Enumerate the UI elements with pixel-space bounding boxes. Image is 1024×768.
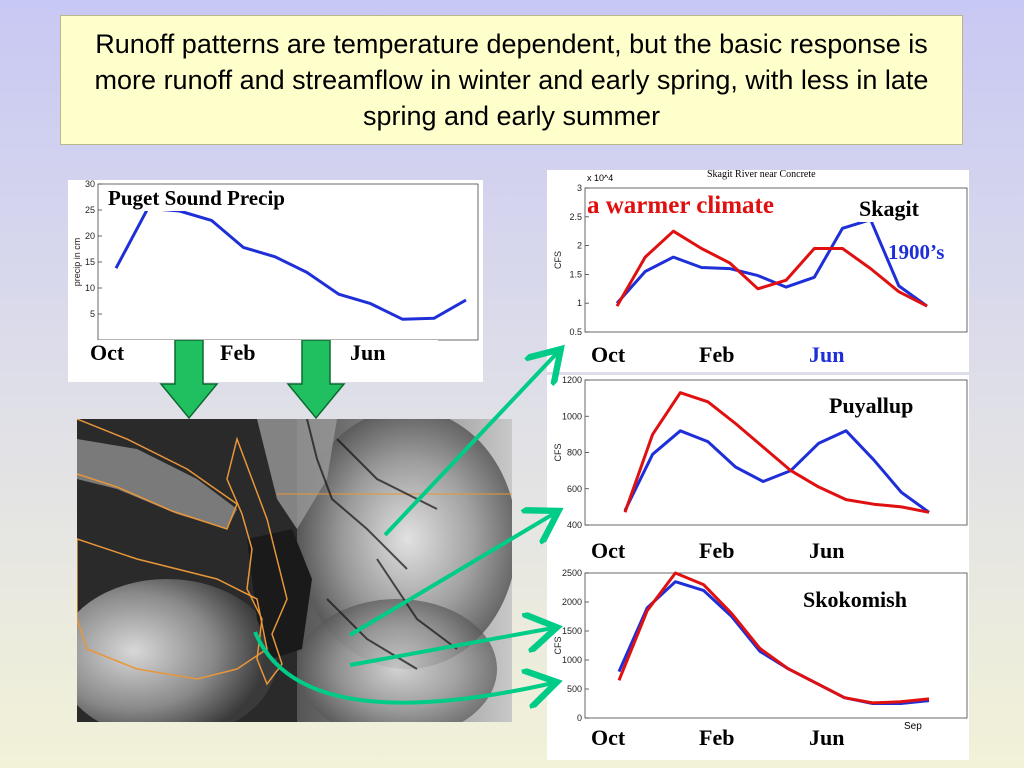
slide-title: Runoff patterns are temperature dependen…	[60, 15, 963, 145]
skagit-chart-title: Skagit River near Concrete	[707, 170, 816, 180]
y-tick-label: 1000	[562, 411, 582, 421]
arrow-to-puyallup	[348, 513, 555, 637]
arrow-to-skokomish-a	[349, 628, 553, 667]
month-label-oct: Oct	[90, 340, 125, 365]
puyallup-chart-panel: 400 600 800 1000 1200 CFS Puyallup Oct Feb Ju…	[547, 375, 969, 571]
y-tick-label: 600	[567, 484, 582, 494]
month-label-jun: Jun	[350, 340, 386, 365]
relief-map	[77, 419, 512, 722]
skagit-river-label: Skagit	[859, 196, 919, 222]
plot-frame	[584, 187, 968, 333]
y-axis-label: CFS	[553, 444, 563, 462]
series-line-blue	[615, 218, 928, 308]
skagit-month-labels: Oct Feb Jun	[577, 342, 877, 372]
y-tick-label: 10	[85, 283, 95, 293]
precip-month-labels: Oct Feb Jun	[68, 340, 438, 370]
month-label-feb: Feb	[699, 725, 735, 750]
y-tick-label: 1	[577, 298, 582, 308]
y-tick-label: 1500	[562, 626, 582, 636]
series-line-red	[615, 229, 928, 308]
month-label-jun: Jun	[809, 342, 845, 367]
month-label-feb: Feb	[699, 342, 735, 367]
arrow-to-skagit	[383, 352, 558, 537]
down-arrow-icon	[286, 340, 346, 420]
puyallup-month-labels: Oct Feb Jun	[577, 538, 877, 568]
skokomish-river-label: Skokomish	[803, 587, 907, 612]
down-arrows	[159, 340, 346, 420]
relief-map-image	[77, 419, 512, 722]
warmer-climate-label: a warmer climate	[587, 192, 774, 219]
y-tick-label: 1.5	[569, 269, 582, 279]
down-arrow-icon	[159, 340, 219, 420]
precip-chart-panel: 5 10 15 20 25 30 precip in cm Puget Sound Prec…	[68, 180, 483, 382]
y-tick-label: 0	[577, 713, 582, 723]
1900s-label: 1900’s	[888, 240, 945, 264]
y-tick-label: 2.5	[569, 212, 582, 222]
month-label-oct: Oct	[591, 342, 626, 367]
y-tick-label: 3	[577, 183, 582, 193]
skagit-multiplier: x 10^4	[587, 173, 614, 183]
precip-chart-title: Puget Sound Precip	[106, 186, 287, 211]
y-tick-label: 2500	[562, 568, 582, 578]
y-tick-label: 1000	[562, 655, 582, 665]
y-tick-label: 800	[567, 448, 582, 458]
skokomish-month-labels: Oct Feb Jun	[577, 725, 887, 755]
puyallup-river-label: Puyallup	[829, 393, 914, 418]
skokomish-chart-panel: 0 500 1000 1500 2000 2500 CFS Skokomish Sep Oc…	[547, 565, 969, 760]
y-tick-label: 1200	[562, 375, 582, 385]
y-tick-label: 400	[567, 520, 582, 530]
sep-tick-label: Sep	[904, 721, 922, 732]
skagit-chart: 0.5 1 1.5 2 2.5 3 CFS	[553, 183, 968, 337]
puyallup-chart: 400 600 800 1000 1200 CFS	[553, 375, 968, 530]
month-label-oct: Oct	[591, 725, 626, 750]
y-tick-label: 20	[85, 231, 95, 241]
month-label-oct: Oct	[591, 538, 626, 563]
y-axis-label: precip in cm	[72, 238, 82, 287]
month-label-jun: Jun	[809, 725, 845, 750]
y-axis-label: CFS	[553, 251, 563, 269]
series-line-red	[617, 571, 930, 705]
y-tick-label: 2000	[562, 597, 582, 607]
y-tick-label: 2	[577, 241, 582, 251]
month-label-feb: Feb	[220, 340, 256, 365]
y-tick-label: 25	[85, 205, 95, 215]
y-tick-label: 0.5	[569, 327, 582, 337]
plot-frame	[584, 572, 968, 719]
series-line-red	[623, 391, 930, 514]
y-tick-label: 15	[85, 257, 95, 267]
y-tick-label: 500	[567, 684, 582, 694]
arrow-to-skokomish-b	[253, 631, 553, 703]
series-line-blue	[623, 429, 930, 514]
y-tick-label: 5	[90, 309, 95, 319]
month-label-jun: Jun	[809, 538, 845, 563]
y-tick-label: 30	[85, 180, 95, 189]
month-label-feb: Feb	[699, 538, 735, 563]
skagit-chart-panel: 0.5 1 1.5 2 2.5 3 CFS Skagit River near Concre…	[547, 170, 969, 372]
